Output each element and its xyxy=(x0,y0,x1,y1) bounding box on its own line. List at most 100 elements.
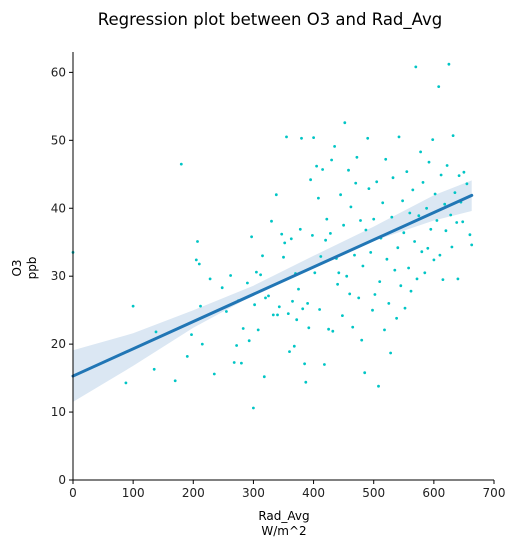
data-point xyxy=(449,213,453,217)
data-point xyxy=(267,294,270,298)
data-point xyxy=(363,371,367,375)
data-point xyxy=(385,257,389,261)
data-point xyxy=(409,289,413,293)
data-point xyxy=(402,231,406,235)
x-axis-label-line1: Rad_Avg xyxy=(258,509,309,523)
data-point xyxy=(325,217,329,221)
data-point xyxy=(351,325,355,329)
data-point xyxy=(343,121,347,125)
data-point xyxy=(241,327,245,330)
data-point xyxy=(401,199,404,203)
x-tick-label: 700 xyxy=(483,486,506,500)
data-point xyxy=(232,361,236,364)
data-point xyxy=(185,355,189,358)
data-point xyxy=(247,339,251,343)
data-point xyxy=(384,157,388,161)
data-point xyxy=(190,333,193,336)
data-point xyxy=(373,293,377,296)
data-point xyxy=(327,327,330,331)
data-point xyxy=(124,381,128,385)
data-point xyxy=(369,251,373,254)
data-point xyxy=(262,375,266,379)
data-point xyxy=(259,273,262,277)
data-point xyxy=(152,367,156,371)
data-point xyxy=(443,202,447,206)
data-point xyxy=(429,227,433,231)
data-point xyxy=(455,221,459,224)
x-tick-label: 100 xyxy=(122,486,145,500)
y-tick-label: 20 xyxy=(51,337,66,351)
data-point xyxy=(465,182,469,186)
data-point xyxy=(414,65,418,69)
data-point xyxy=(411,188,415,192)
data-point xyxy=(367,187,371,191)
data-point xyxy=(427,160,431,164)
data-point xyxy=(271,313,275,317)
data-point xyxy=(220,286,224,290)
data-point xyxy=(445,164,449,167)
y-tick-label: 0 xyxy=(58,473,66,487)
data-point xyxy=(301,307,305,311)
data-point xyxy=(396,246,400,250)
data-point xyxy=(357,296,361,300)
data-point xyxy=(361,264,365,268)
data-point xyxy=(341,314,344,317)
data-point xyxy=(337,271,341,275)
y-axis-label-line1: O3 xyxy=(10,259,24,276)
data-point xyxy=(399,284,403,288)
data-point xyxy=(179,162,183,166)
data-point xyxy=(333,145,336,148)
data-point xyxy=(360,338,364,342)
data-point xyxy=(451,134,455,138)
data-point xyxy=(304,380,308,384)
data-point xyxy=(457,174,461,178)
data-point xyxy=(283,241,287,245)
data-point xyxy=(444,229,448,233)
data-point xyxy=(453,191,457,195)
data-point xyxy=(317,196,320,200)
data-point xyxy=(246,281,249,285)
data-point xyxy=(154,330,158,334)
data-point xyxy=(364,228,368,232)
data-point xyxy=(274,193,278,197)
chart-title: Regression plot between O3 and Rad_Avg xyxy=(98,10,442,30)
data-point xyxy=(282,255,285,259)
data-point xyxy=(264,296,267,300)
y-tick-label: 30 xyxy=(51,269,66,283)
x-tick-label: 500 xyxy=(362,486,385,500)
data-point xyxy=(359,219,362,222)
data-point xyxy=(313,271,317,275)
data-point xyxy=(292,344,296,348)
data-point xyxy=(470,243,474,247)
data-point xyxy=(240,361,243,365)
data-point xyxy=(235,344,239,347)
data-point xyxy=(438,253,442,257)
data-point xyxy=(321,168,324,171)
data-point xyxy=(323,363,326,366)
data-point xyxy=(407,266,410,270)
y-tick-label: 10 xyxy=(51,405,66,419)
x-tick-label: 400 xyxy=(302,486,325,500)
data-point xyxy=(390,215,394,219)
data-point xyxy=(276,313,279,317)
data-point xyxy=(311,234,314,237)
data-point xyxy=(212,372,216,376)
data-point xyxy=(425,206,428,210)
data-point xyxy=(255,270,258,274)
data-point xyxy=(319,255,323,258)
data-point xyxy=(413,240,416,243)
data-point xyxy=(447,62,451,66)
data-point xyxy=(285,135,288,139)
data-point xyxy=(295,318,299,322)
data-point xyxy=(324,238,327,242)
data-point xyxy=(208,277,212,281)
data-point xyxy=(405,170,409,174)
data-point xyxy=(250,235,254,239)
data-point xyxy=(423,271,427,275)
data-point xyxy=(421,181,425,184)
data-point xyxy=(450,245,454,249)
x-axis-ticks: 0 100 200 300 400 500 600 700 xyxy=(69,480,505,500)
data-point xyxy=(297,287,300,291)
data-point xyxy=(173,379,177,383)
data-point xyxy=(315,164,318,168)
